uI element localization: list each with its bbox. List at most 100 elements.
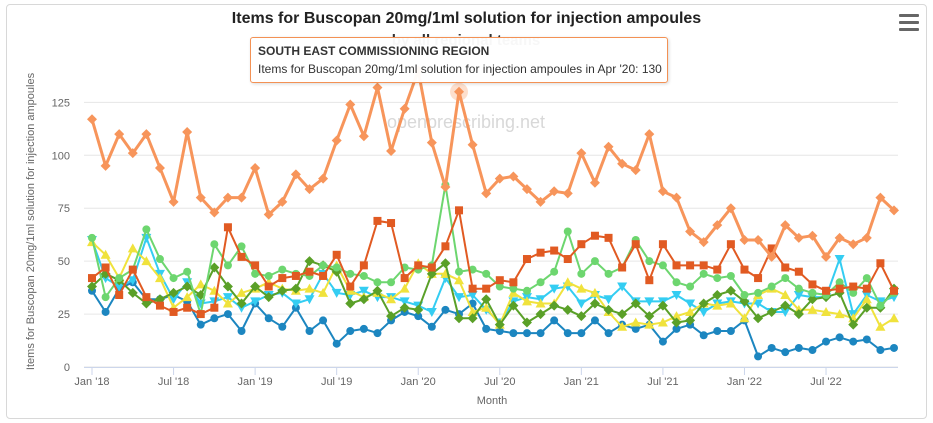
- data-point: [441, 242, 450, 251]
- data-point: [645, 276, 654, 285]
- data-point: [304, 184, 315, 195]
- data-point: [848, 319, 859, 330]
- data-point: [495, 276, 504, 285]
- data-point: [210, 314, 219, 323]
- data-point: [331, 135, 342, 146]
- data-point: [658, 240, 667, 249]
- data-point: [319, 271, 328, 280]
- tooltip-text: Items for Buscopan 20mg/1ml solution for…: [258, 62, 662, 76]
- data-point: [237, 252, 246, 261]
- data-point: [550, 316, 559, 325]
- data-point: [440, 182, 451, 193]
- data-point: [115, 291, 124, 300]
- data-point: [808, 346, 817, 355]
- data-point: [467, 139, 478, 150]
- menu-bar: [899, 28, 919, 31]
- data-point: [400, 274, 409, 283]
- data-point: [319, 261, 328, 270]
- data-point: [359, 261, 368, 270]
- data-point: [549, 284, 560, 294]
- y-tick-label: 25: [58, 309, 70, 321]
- data-point: [725, 298, 736, 308]
- data-point: [631, 324, 640, 333]
- data-point: [685, 226, 696, 237]
- data-point: [522, 286, 531, 295]
- data-point: [699, 331, 708, 340]
- data-point: [399, 283, 410, 293]
- data-point: [521, 317, 532, 328]
- y-tick-label: 125: [52, 97, 70, 109]
- x-tick-label: Jan '21: [564, 376, 599, 388]
- data-point: [291, 271, 300, 280]
- data-point: [808, 280, 817, 289]
- data-point: [630, 317, 641, 327]
- data-point: [658, 261, 667, 270]
- data-point: [509, 329, 518, 338]
- data-point: [521, 296, 532, 306]
- menu-bar: [899, 14, 919, 17]
- data-point: [346, 282, 355, 291]
- y-tick-label: 100: [52, 150, 70, 162]
- data-point: [889, 313, 899, 323]
- data-point: [794, 343, 803, 352]
- data-point: [835, 333, 844, 342]
- data-point: [576, 283, 587, 293]
- data-point: [168, 287, 179, 298]
- data-point: [372, 285, 383, 296]
- tooltip-region: SOUTH EAST COMMISSIONING REGION: [258, 44, 490, 58]
- data-point: [454, 313, 465, 324]
- data-point: [481, 302, 492, 312]
- data-point: [781, 263, 790, 272]
- data-point: [536, 278, 545, 287]
- data-point: [713, 265, 722, 274]
- data-point: [263, 209, 274, 220]
- data-point: [88, 233, 96, 242]
- data-point: [318, 173, 329, 184]
- data-point: [780, 220, 791, 231]
- data-point: [793, 291, 804, 301]
- data-point: [712, 290, 723, 301]
- data-point: [630, 165, 641, 176]
- data-point: [698, 307, 709, 317]
- x-tick-label: Jul '22: [810, 376, 841, 388]
- data-point: [589, 287, 600, 297]
- data-point: [426, 307, 437, 317]
- data-point: [603, 304, 614, 315]
- data-point: [399, 297, 410, 307]
- data-point: [726, 240, 735, 249]
- data-point: [426, 137, 437, 148]
- data-point: [549, 186, 560, 197]
- context-menu-icon[interactable]: [896, 14, 922, 34]
- data-point: [331, 288, 342, 298]
- data-point: [494, 319, 505, 330]
- data-point: [183, 267, 192, 276]
- data-point: [210, 303, 219, 312]
- data-point: [222, 293, 233, 303]
- data-point: [141, 129, 152, 140]
- data-point: [807, 230, 818, 241]
- data-point: [441, 305, 450, 314]
- data-point: [550, 246, 559, 255]
- data-point: [577, 329, 586, 338]
- data-point: [889, 205, 899, 216]
- data-point: [821, 306, 832, 316]
- data-point: [346, 327, 355, 336]
- data-point: [236, 287, 247, 297]
- x-tick-label: Jan '20: [401, 376, 436, 388]
- data-point: [577, 269, 586, 278]
- series-2: [88, 180, 898, 319]
- data-point: [358, 294, 369, 305]
- data-tooltip: SOUTH EAST COMMISSIONING REGION Items fo…: [250, 37, 668, 83]
- data-point: [767, 282, 776, 291]
- data-point: [793, 232, 804, 243]
- data-point: [399, 302, 410, 313]
- y-tick-label: 75: [58, 203, 70, 215]
- data-point: [182, 126, 193, 137]
- data-point: [562, 188, 573, 199]
- data-point: [182, 281, 193, 292]
- data-point: [712, 220, 723, 231]
- data-point: [359, 271, 368, 280]
- data-point: [250, 281, 261, 292]
- data-point: [195, 279, 206, 289]
- data-point: [536, 248, 545, 257]
